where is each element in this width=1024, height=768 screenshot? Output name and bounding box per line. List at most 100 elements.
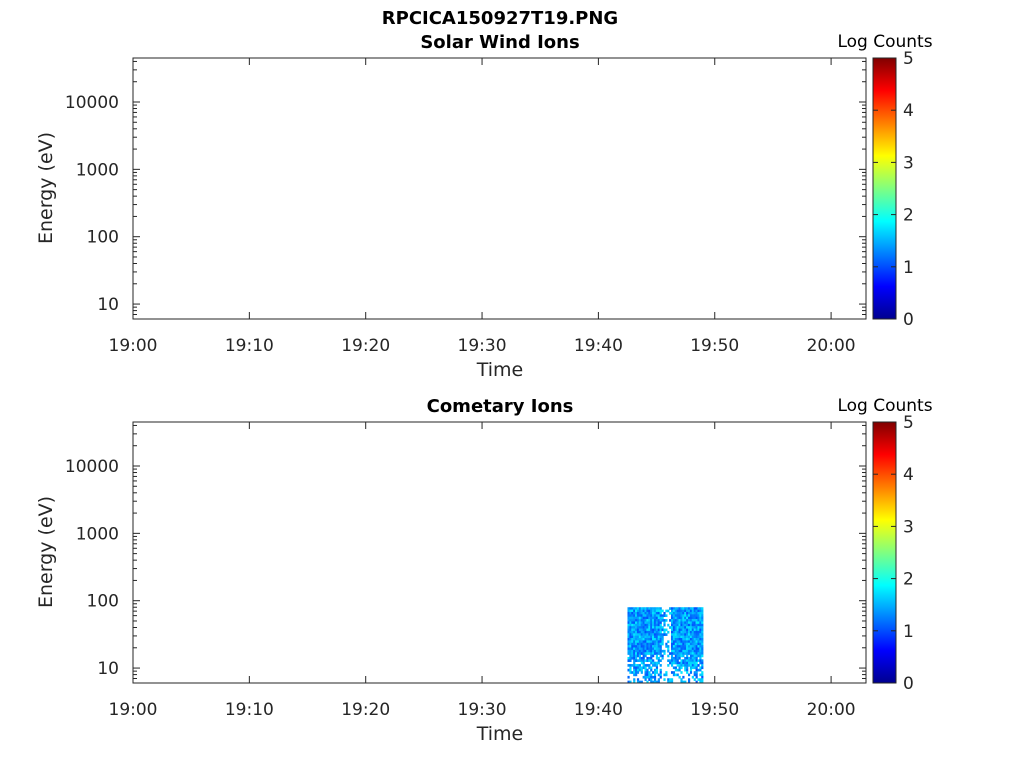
heatmap-cell	[695, 647, 698, 651]
heatmap-cell	[672, 673, 676, 677]
heatmap-cell	[650, 640, 653, 644]
heatmap-cell	[670, 652, 674, 655]
heatmap-cell	[636, 628, 640, 632]
heatmap-cell	[672, 626, 676, 629]
heatmap-cell	[697, 609, 700, 613]
heatmap-cell	[663, 630, 666, 634]
heatmap-cell	[680, 661, 683, 665]
heatmap-cell	[686, 666, 689, 670]
heatmap-cell	[652, 642, 655, 646]
heatmap-cell	[693, 647, 696, 651]
y-tick-label: 1000	[76, 160, 119, 180]
heatmap-cell	[627, 614, 630, 617]
heatmap-cell	[640, 666, 643, 670]
colorbar-tick-label: 5	[903, 49, 914, 69]
heatmap-cell	[667, 664, 670, 667]
heatmap-cell	[693, 638, 696, 641]
heatmap-cell	[636, 630, 640, 634]
heatmap-cell	[678, 647, 681, 651]
heatmap-cell	[689, 664, 693, 667]
heatmap-cell	[655, 661, 659, 665]
heatmap-cell	[650, 623, 653, 627]
heatmap-cell	[652, 649, 655, 653]
heatmap-cell	[659, 633, 662, 636]
heatmap-cell	[689, 633, 693, 636]
heatmap-cell	[682, 626, 685, 629]
x-tick-label: 19:30	[458, 700, 507, 720]
heatmap-cell	[659, 668, 662, 672]
heatmap-cell	[678, 645, 681, 648]
heatmap-cell	[640, 649, 643, 653]
heatmap-cell	[680, 621, 683, 625]
heatmap-cell	[687, 621, 691, 625]
heatmap-cell	[697, 607, 700, 610]
heatmap-cell	[678, 628, 681, 632]
heatmap-cell	[680, 628, 683, 632]
colorbar-tick-label: 3	[903, 153, 914, 173]
heatmap-cell	[686, 668, 689, 672]
heatmap-cell	[699, 678, 702, 681]
x-tick-label: 19:00	[109, 336, 158, 356]
heatmap-cell	[674, 652, 677, 655]
heatmap-cell	[686, 607, 689, 610]
heatmap-cell	[687, 616, 691, 620]
heatmap-cell	[653, 642, 657, 646]
heatmap-cell	[650, 611, 653, 615]
heatmap-cell	[691, 666, 694, 670]
heatmap-cell	[648, 633, 651, 636]
heatmap-cell	[636, 652, 640, 655]
heatmap-cell	[667, 640, 670, 644]
heatmap-cell	[667, 645, 670, 648]
heatmap-cell	[682, 638, 685, 641]
heatmap-cell	[655, 656, 659, 660]
heatmap-cell	[640, 645, 643, 648]
plot-area	[132, 421, 867, 684]
heatmap-cell	[644, 671, 647, 674]
heatmap-cell	[674, 635, 677, 639]
heatmap-cell	[676, 614, 679, 617]
heatmap-cell	[655, 630, 659, 634]
heatmap-cell	[689, 671, 693, 674]
x-tick-label: 19:50	[690, 700, 739, 720]
heatmap-cell	[701, 626, 704, 629]
heatmap-cell	[665, 645, 668, 648]
heatmap-cell	[653, 621, 657, 625]
plot-area	[132, 57, 867, 320]
heatmap-cell	[629, 633, 632, 636]
heatmap-cell	[684, 635, 687, 639]
heatmap-cell	[687, 614, 691, 617]
heatmap-cell	[691, 623, 694, 627]
heatmap-cell	[642, 611, 645, 615]
heatmap-cell	[644, 666, 647, 670]
heatmap-cell	[657, 623, 660, 627]
heatmap-cell	[638, 649, 642, 653]
heatmap-cell	[633, 638, 636, 641]
heatmap-cell	[648, 645, 651, 648]
heatmap-cell	[636, 635, 640, 639]
heatmap-cell	[644, 614, 647, 617]
heatmap-cell	[686, 654, 689, 658]
heatmap-cell	[638, 668, 642, 672]
y-tick-label: 10000	[65, 93, 119, 113]
heatmap-cell	[657, 661, 660, 665]
heatmap-cell	[684, 609, 687, 613]
heatmap-cell	[687, 680, 691, 684]
heatmap-cell	[629, 659, 632, 662]
heatmap-cell	[635, 666, 638, 670]
heatmap-cell	[661, 614, 664, 617]
heatmap-cell	[699, 642, 702, 646]
heatmap-cell	[635, 611, 638, 615]
heatmap-cell	[676, 654, 679, 658]
heatmap-cell	[644, 633, 647, 636]
heatmap-cell	[629, 671, 632, 674]
heatmap-cell	[636, 638, 640, 641]
heatmap-cell	[687, 611, 691, 615]
figure-title: RPCICA150927T19.PNG	[382, 8, 618, 29]
heatmap-cell	[682, 642, 685, 646]
heatmap-cell	[687, 640, 691, 644]
heatmap-cell	[653, 633, 657, 636]
heatmap-cell	[665, 609, 668, 613]
heatmap-cell	[661, 616, 664, 620]
x-tick-label: 19:00	[109, 700, 158, 720]
heatmap-cell	[663, 628, 666, 632]
